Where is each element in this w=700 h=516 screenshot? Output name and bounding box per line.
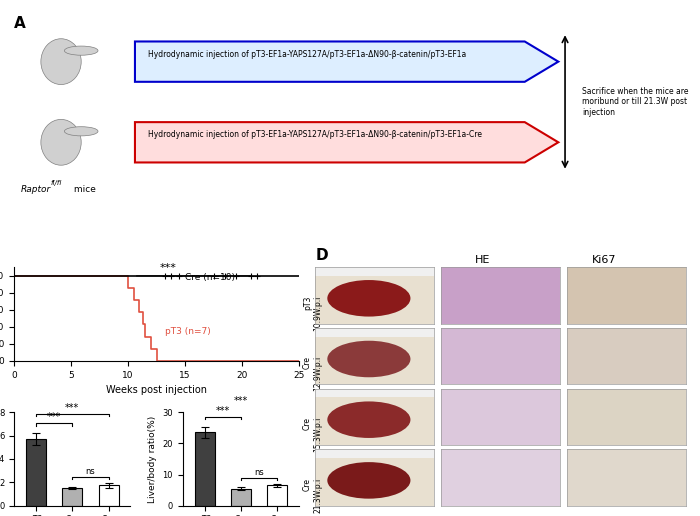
Y-axis label: Cre
12.9W.p.i: Cre 12.9W.p.i bbox=[303, 356, 323, 392]
Ellipse shape bbox=[328, 280, 410, 317]
Text: ***: *** bbox=[234, 396, 248, 406]
Ellipse shape bbox=[328, 341, 410, 377]
Bar bbox=[316, 267, 434, 276]
Y-axis label: Cre
15.3W.p.i: Cre 15.3W.p.i bbox=[303, 417, 323, 452]
Bar bbox=[267, 486, 287, 506]
Bar bbox=[316, 449, 434, 458]
Text: Sacrifice when the mice are
moribund or till 21.3W post
injection: Sacrifice when the mice are moribund or … bbox=[582, 87, 688, 117]
Text: Raptor: Raptor bbox=[21, 185, 51, 194]
Text: ***: *** bbox=[160, 263, 176, 273]
Bar bbox=[316, 389, 434, 397]
Text: ***: *** bbox=[216, 406, 230, 416]
Y-axis label: pT3
10.9W.p.i: pT3 10.9W.p.i bbox=[303, 296, 323, 331]
Text: HE: HE bbox=[475, 255, 490, 265]
Y-axis label: Cre
21.3W.p.i: Cre 21.3W.p.i bbox=[303, 478, 323, 513]
Ellipse shape bbox=[328, 401, 410, 438]
Text: ns: ns bbox=[85, 467, 95, 476]
Circle shape bbox=[64, 46, 98, 55]
Bar bbox=[26, 439, 46, 506]
Text: ns: ns bbox=[254, 469, 264, 477]
Text: D: D bbox=[316, 248, 328, 263]
Ellipse shape bbox=[328, 462, 410, 498]
Circle shape bbox=[64, 127, 98, 136]
Bar bbox=[231, 489, 251, 506]
Bar bbox=[62, 488, 82, 506]
X-axis label: Weeks post injection: Weeks post injection bbox=[106, 385, 207, 395]
Text: Hydrodynamic injection of pT3-EF1a-YAPS127A/pT3-EF1a-ΔN90-β-catenin/pT3-EF1a-Cre: Hydrodynamic injection of pT3-EF1a-YAPS1… bbox=[148, 131, 482, 139]
Text: A: A bbox=[14, 16, 26, 31]
Polygon shape bbox=[135, 41, 559, 82]
Ellipse shape bbox=[41, 39, 81, 85]
Text: pT3 (n=7): pT3 (n=7) bbox=[164, 327, 210, 335]
Text: fl/fl: fl/fl bbox=[51, 180, 62, 186]
Text: Hydrodynamic injection of pT3-EF1a-YAPS127A/pT3-EF1a-ΔN90-β-catenin/pT3-EF1a: Hydrodynamic injection of pT3-EF1a-YAPS1… bbox=[148, 50, 467, 59]
Bar bbox=[99, 485, 118, 506]
Polygon shape bbox=[135, 122, 559, 163]
Text: ***: *** bbox=[47, 412, 61, 422]
Text: ***: *** bbox=[65, 402, 79, 413]
Text: mice: mice bbox=[71, 185, 96, 194]
Y-axis label: Liver/body ratio(%): Liver/body ratio(%) bbox=[148, 415, 157, 503]
Text: Cre (n=10): Cre (n=10) bbox=[185, 273, 235, 282]
Bar bbox=[316, 328, 434, 336]
Text: Ki67: Ki67 bbox=[592, 255, 617, 265]
Bar bbox=[195, 432, 214, 506]
Ellipse shape bbox=[41, 119, 81, 165]
